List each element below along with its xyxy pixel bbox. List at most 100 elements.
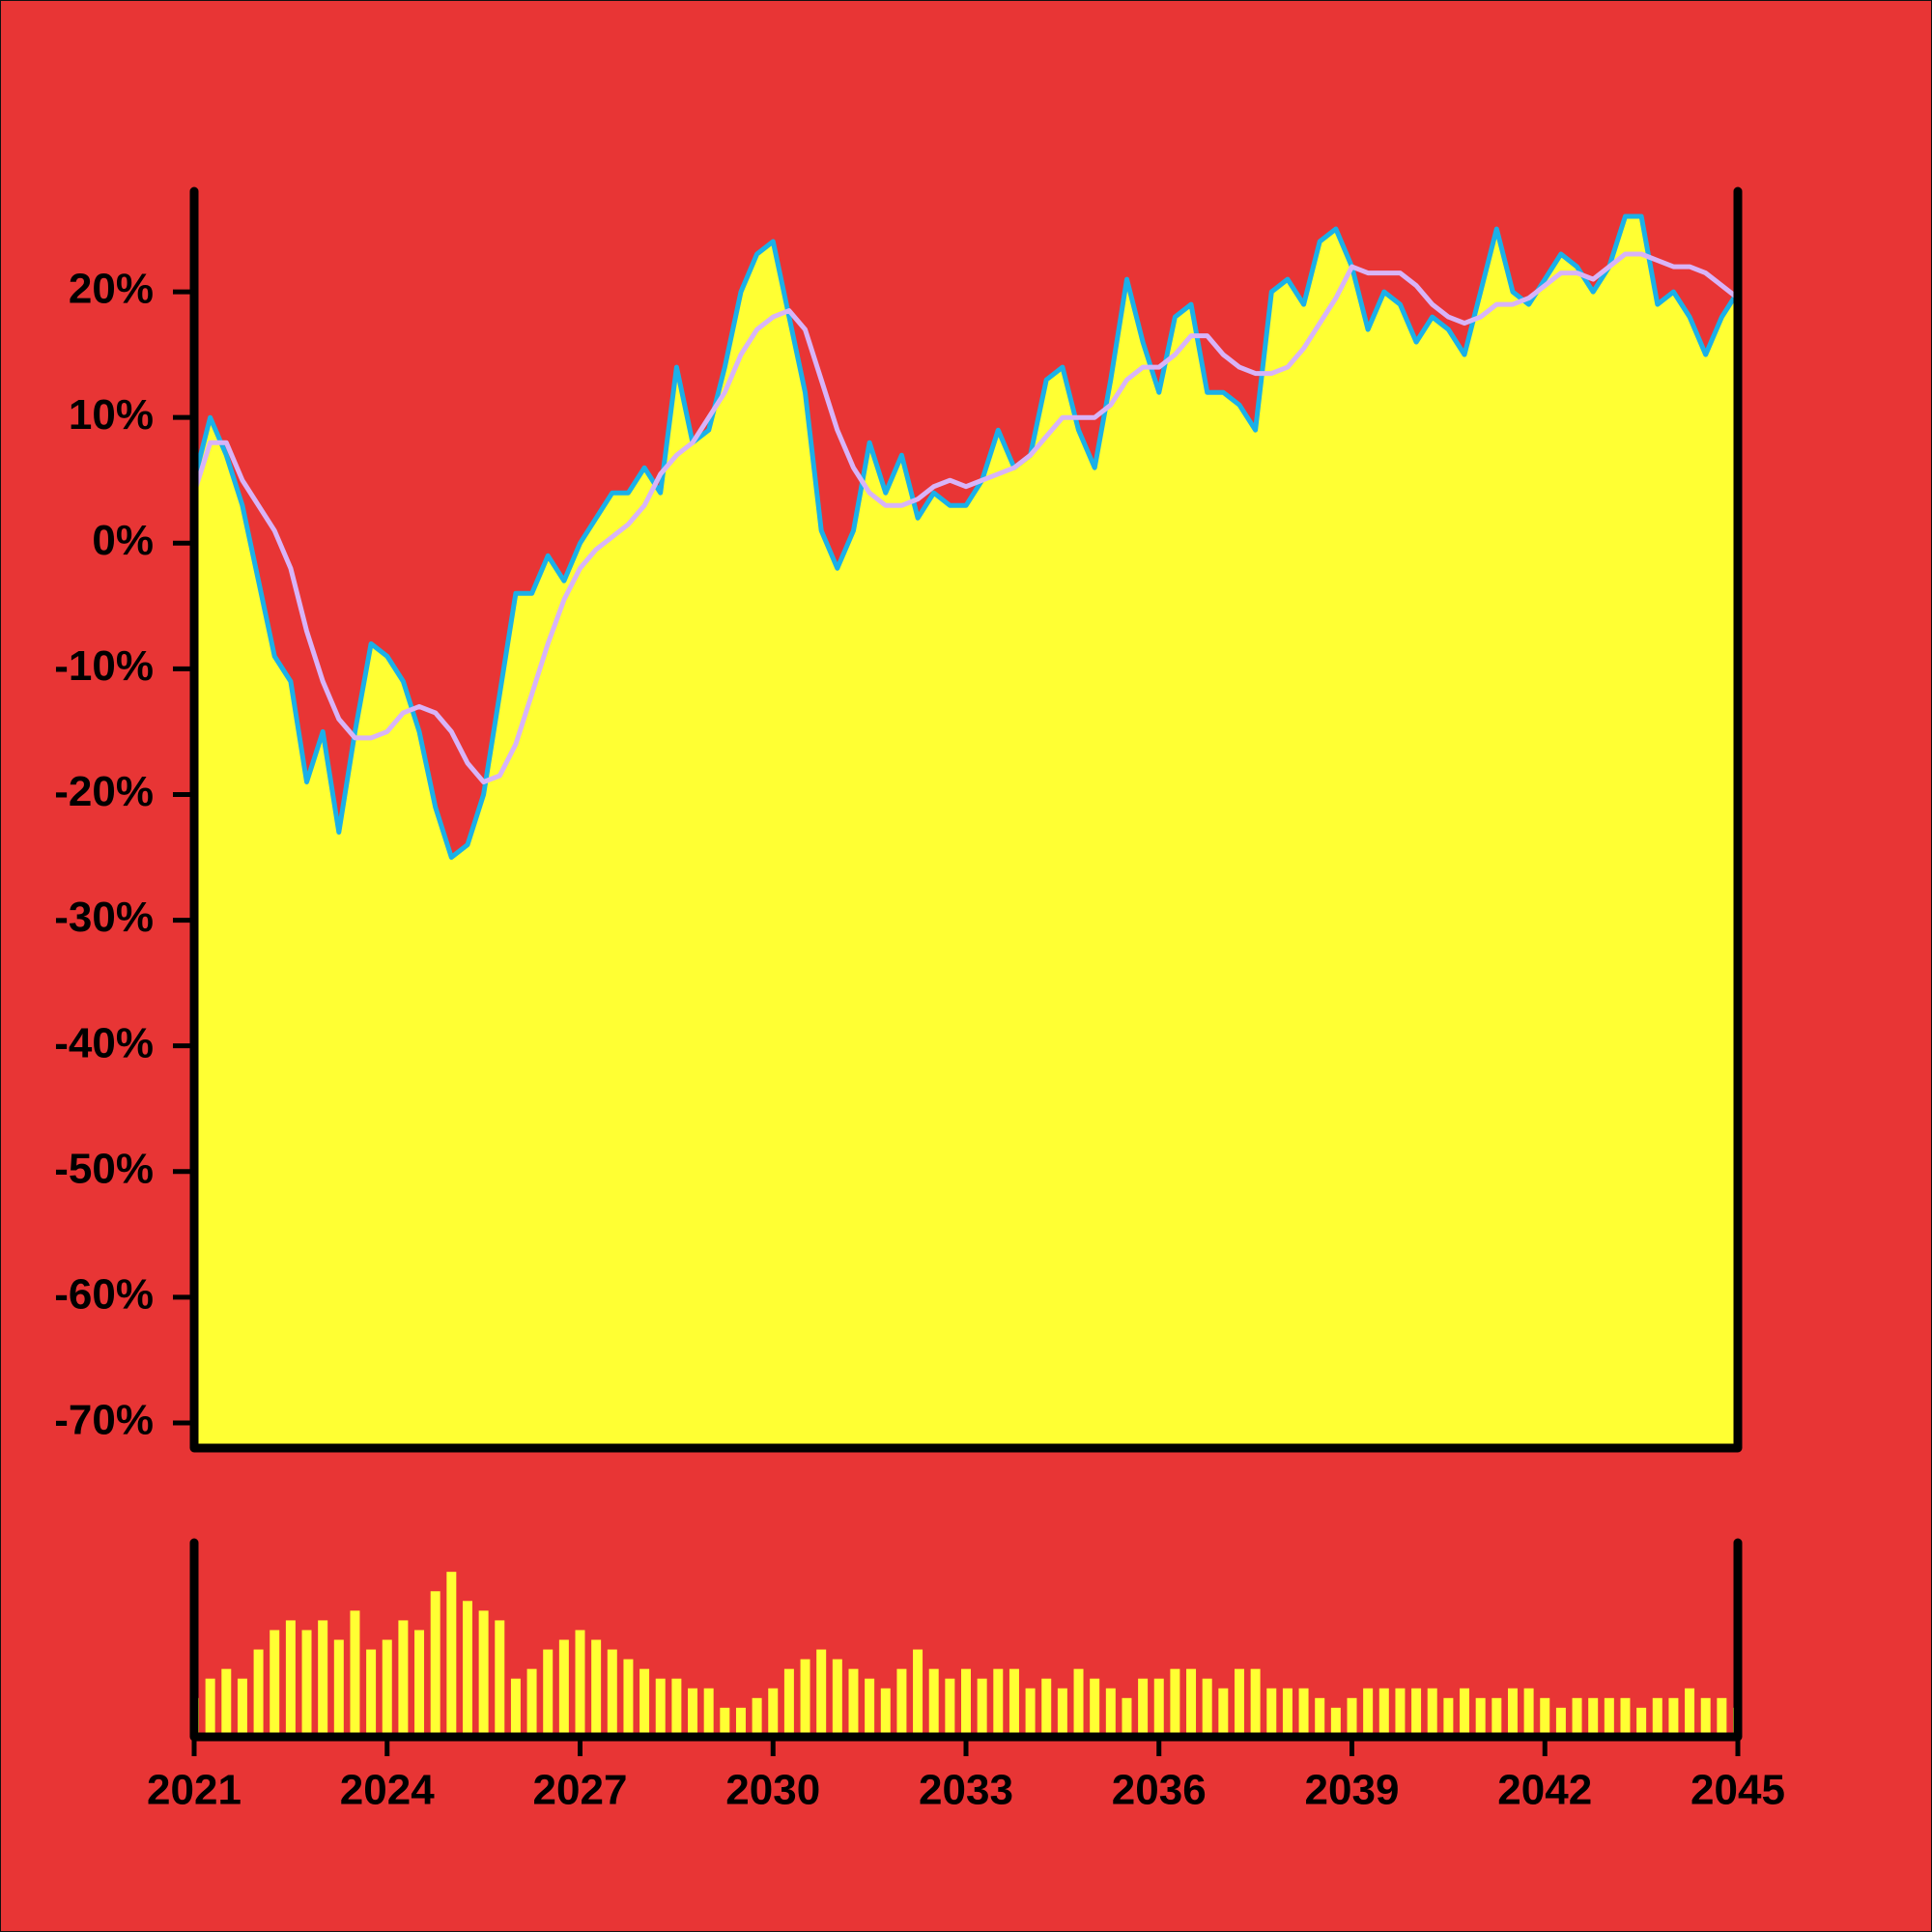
volume-bar (1347, 1697, 1357, 1737)
volume-bar (735, 1707, 746, 1737)
volume-bar (928, 1668, 939, 1737)
volume-bar (1411, 1688, 1422, 1737)
volume-bar (993, 1668, 1004, 1737)
volume-bar (832, 1659, 842, 1737)
volume-bar (1395, 1688, 1406, 1737)
line (191, 251, 1740, 784)
volume-bar (1572, 1697, 1582, 1737)
volume-bar (848, 1668, 859, 1737)
volume-bar (896, 1668, 907, 1737)
volume-bar (639, 1668, 650, 1737)
volume-bar (1443, 1697, 1454, 1737)
y-tick-label: 20% (69, 266, 154, 313)
volume-bar (623, 1659, 634, 1737)
volume-bar (1170, 1668, 1180, 1737)
y-tick-label: 0% (92, 517, 154, 564)
volume-bar (1636, 1707, 1647, 1737)
volume-bar (1186, 1668, 1197, 1737)
volume-bar (382, 1639, 392, 1737)
volume-bar (495, 1620, 505, 1737)
volume-bar (543, 1649, 554, 1737)
volume-bar (591, 1639, 602, 1737)
volume-bar (1700, 1697, 1711, 1737)
y-tick-label: -20% (54, 768, 154, 815)
volume-bar (446, 1572, 457, 1737)
volume-bar (720, 1707, 730, 1737)
volume-bar (478, 1610, 489, 1737)
volume-bar (1009, 1668, 1019, 1737)
x-tick-label: 2039 (1305, 1767, 1400, 1814)
volume-bar (575, 1630, 585, 1737)
volume-bar (752, 1697, 762, 1737)
volume-bar (1460, 1688, 1470, 1737)
volume-bar (913, 1649, 923, 1737)
volume-bar (977, 1678, 987, 1737)
area-fill (194, 216, 1738, 1448)
volume-bar (285, 1620, 296, 1737)
y-tick-label: -60% (54, 1271, 154, 1319)
volume-bar (1105, 1688, 1116, 1737)
volume-bar (558, 1639, 569, 1737)
volume-bar (1685, 1688, 1695, 1737)
volume-bar (462, 1601, 472, 1737)
volume-bar (1330, 1707, 1341, 1737)
volume-bar (301, 1630, 312, 1737)
volume-bar (1507, 1688, 1518, 1737)
y-tick-label: -40% (54, 1019, 154, 1066)
volume-bar (800, 1659, 810, 1737)
y-tick-label: -30% (54, 894, 154, 941)
volume-bar (768, 1688, 779, 1737)
volume-bar (1604, 1697, 1614, 1737)
y-tick-label: 10% (69, 391, 154, 439)
volume-bar (1090, 1678, 1100, 1737)
x-tick-label: 2033 (919, 1767, 1013, 1814)
y-tick-label: -70% (54, 1397, 154, 1444)
volume-bar (205, 1678, 215, 1737)
volume-bar (655, 1678, 666, 1737)
volume-bar (253, 1649, 264, 1737)
volume-bar (1234, 1668, 1244, 1737)
volume-bar (1266, 1688, 1277, 1737)
volume-bar (1588, 1697, 1599, 1737)
volume-bar (1540, 1697, 1550, 1737)
volume-bar (1363, 1688, 1374, 1737)
volume-bar (1555, 1707, 1566, 1737)
volume-bar (1717, 1697, 1727, 1737)
volume-bar (703, 1688, 714, 1737)
volume-bar (333, 1639, 344, 1737)
y-tick-label: -50% (54, 1145, 154, 1192)
volume-bar (1218, 1688, 1229, 1737)
volume-bar (1378, 1688, 1389, 1737)
x-tick-label: 2030 (725, 1767, 820, 1814)
volume-bar (1492, 1697, 1502, 1737)
volume-bar (221, 1668, 232, 1737)
volume-bar (1652, 1697, 1662, 1737)
volume-bar (318, 1620, 328, 1737)
x-tick-label: 2021 (147, 1767, 242, 1814)
volume-bar (1427, 1688, 1437, 1737)
volume-bar (1298, 1688, 1309, 1737)
x-tick-label: 2027 (533, 1767, 628, 1814)
volume-bar (1315, 1697, 1325, 1737)
volume-bar (510, 1678, 521, 1737)
volume-bar (526, 1668, 537, 1737)
area-line (191, 213, 1741, 860)
volume-bar (607, 1649, 617, 1737)
volume-bar (1122, 1697, 1132, 1737)
volume-bar (865, 1678, 875, 1737)
volume-bar (1250, 1668, 1261, 1737)
volume-bar (880, 1688, 891, 1737)
volume-bar (1057, 1688, 1067, 1737)
volume-bar (350, 1610, 360, 1737)
y-tick-label: -10% (54, 642, 154, 690)
volume-bar (783, 1668, 794, 1737)
axis-frame (189, 186, 1743, 1453)
volume-bar (1620, 1697, 1631, 1737)
x-tick-label: 2036 (1112, 1767, 1207, 1814)
volume-bar (1153, 1678, 1164, 1737)
volume-bar (945, 1678, 955, 1737)
x-tick-label: 2045 (1690, 1767, 1785, 1814)
volume-bar (430, 1591, 440, 1737)
volume-bar (1523, 1688, 1534, 1737)
